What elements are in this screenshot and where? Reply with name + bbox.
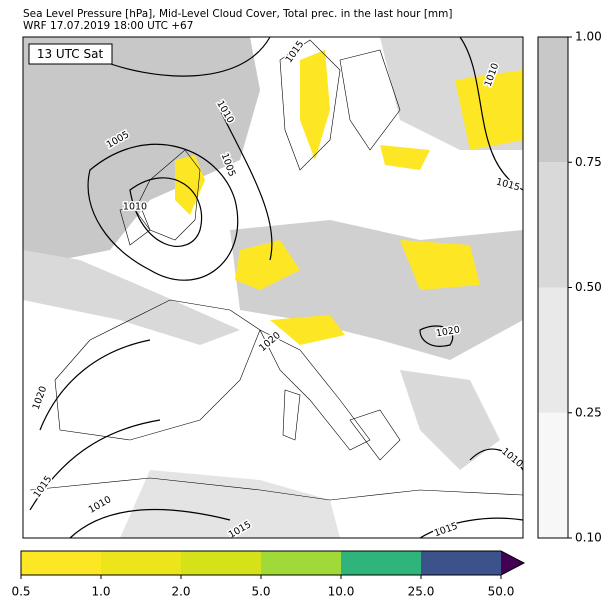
cloud-area	[23, 250, 240, 345]
colorbar-tick-label: 2.0	[171, 585, 190, 599]
colorbar-segment	[538, 287, 568, 413]
precip-colorbar: 0.5 1.0 2.0 5.0 10.0 25.0 50.0	[11, 550, 526, 599]
colorbar-tick-label: 1.00	[575, 30, 602, 44]
map-frame	[22, 36, 524, 539]
colorbar-segment	[421, 551, 502, 575]
colorbar-tick-label: 5.0	[251, 585, 270, 599]
precip-areas	[175, 50, 523, 345]
colorbar-segment	[181, 551, 262, 575]
colorbar-tick-label: 1.0	[91, 585, 110, 599]
title-line: WRF 17.07.2019 18:00 UTC +67	[23, 20, 193, 32]
map: 1015101010051010100510101015102010201020…	[22, 36, 526, 542]
colorbar-tick-label: 0.50	[575, 280, 602, 294]
colorbar-frame	[20, 550, 526, 576]
colorbar-segment	[21, 551, 102, 575]
colorbar-tick-label: 50.0	[488, 585, 515, 599]
coastlines	[29, 39, 524, 501]
colorbar-segment	[261, 551, 342, 575]
cloud-area	[250, 37, 523, 150]
time-label-box	[28, 43, 113, 65]
cloud-area	[120, 470, 340, 538]
isobar-label: 1010	[123, 202, 147, 213]
title-line: Sea Level Pressure [hPa], Mid-Level Clou…	[23, 8, 453, 20]
colorbar-extension	[501, 551, 524, 575]
time-label: 13 UTC Sat	[37, 47, 104, 61]
isobars	[29, 36, 524, 539]
colorbar-segment	[341, 551, 422, 575]
colorbar-tick-label: 10.0	[328, 585, 355, 599]
colorbar-segment	[101, 551, 182, 575]
colorbar-tick-label: 0.25	[575, 405, 602, 419]
colorbar-segment	[538, 162, 568, 288]
colorbar-tick-label: 0.10	[575, 531, 602, 545]
cloud-colorbar: 0.10 0.25 0.50 0.75 1.00	[537, 30, 602, 545]
colorbar-tick-label: 25.0	[408, 585, 435, 599]
colorbar-segment	[538, 412, 568, 538]
colorbar-tick-label: 0.75	[575, 155, 602, 169]
cloud-area	[400, 370, 500, 470]
cloud-area	[23, 37, 260, 260]
colorbar-segment	[538, 37, 568, 163]
colorbar-tick-label: 0.5	[11, 585, 30, 599]
